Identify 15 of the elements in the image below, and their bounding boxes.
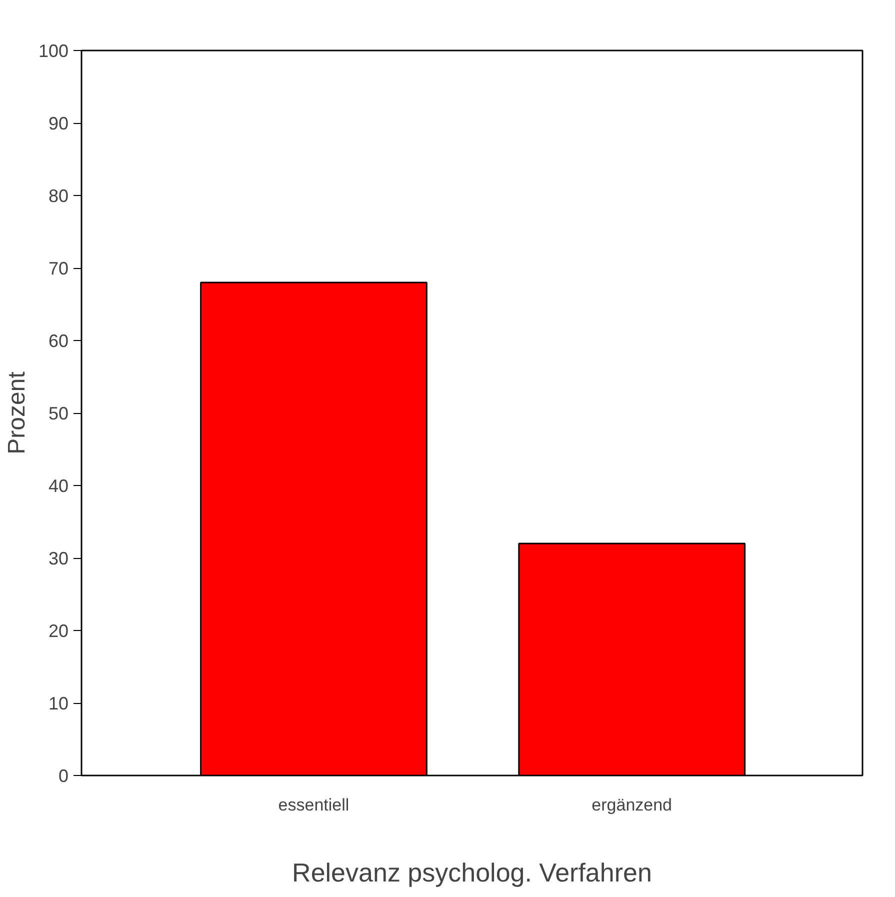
- y-tick-label: 0: [58, 766, 69, 786]
- y-tick-label: 40: [48, 476, 69, 496]
- y-tick-label: 90: [48, 114, 69, 134]
- y-tick-label: 60: [48, 331, 69, 351]
- x-tick-label: essentiell: [278, 796, 350, 814]
- y-tick-label: 80: [48, 186, 69, 206]
- y-tick-label: 50: [48, 404, 69, 424]
- y-axis-title: Prozent: [3, 371, 30, 454]
- y-tick-label: 20: [48, 621, 69, 641]
- x-axis-title: Relevanz psycholog. Verfahren: [292, 858, 652, 888]
- y-tick-label: 30: [48, 548, 69, 568]
- x-tick-label: ergänzend: [592, 796, 672, 814]
- y-tick-label: 70: [48, 258, 69, 278]
- y-tick-label: 10: [48, 694, 69, 714]
- y-tick-label: 100: [38, 41, 69, 61]
